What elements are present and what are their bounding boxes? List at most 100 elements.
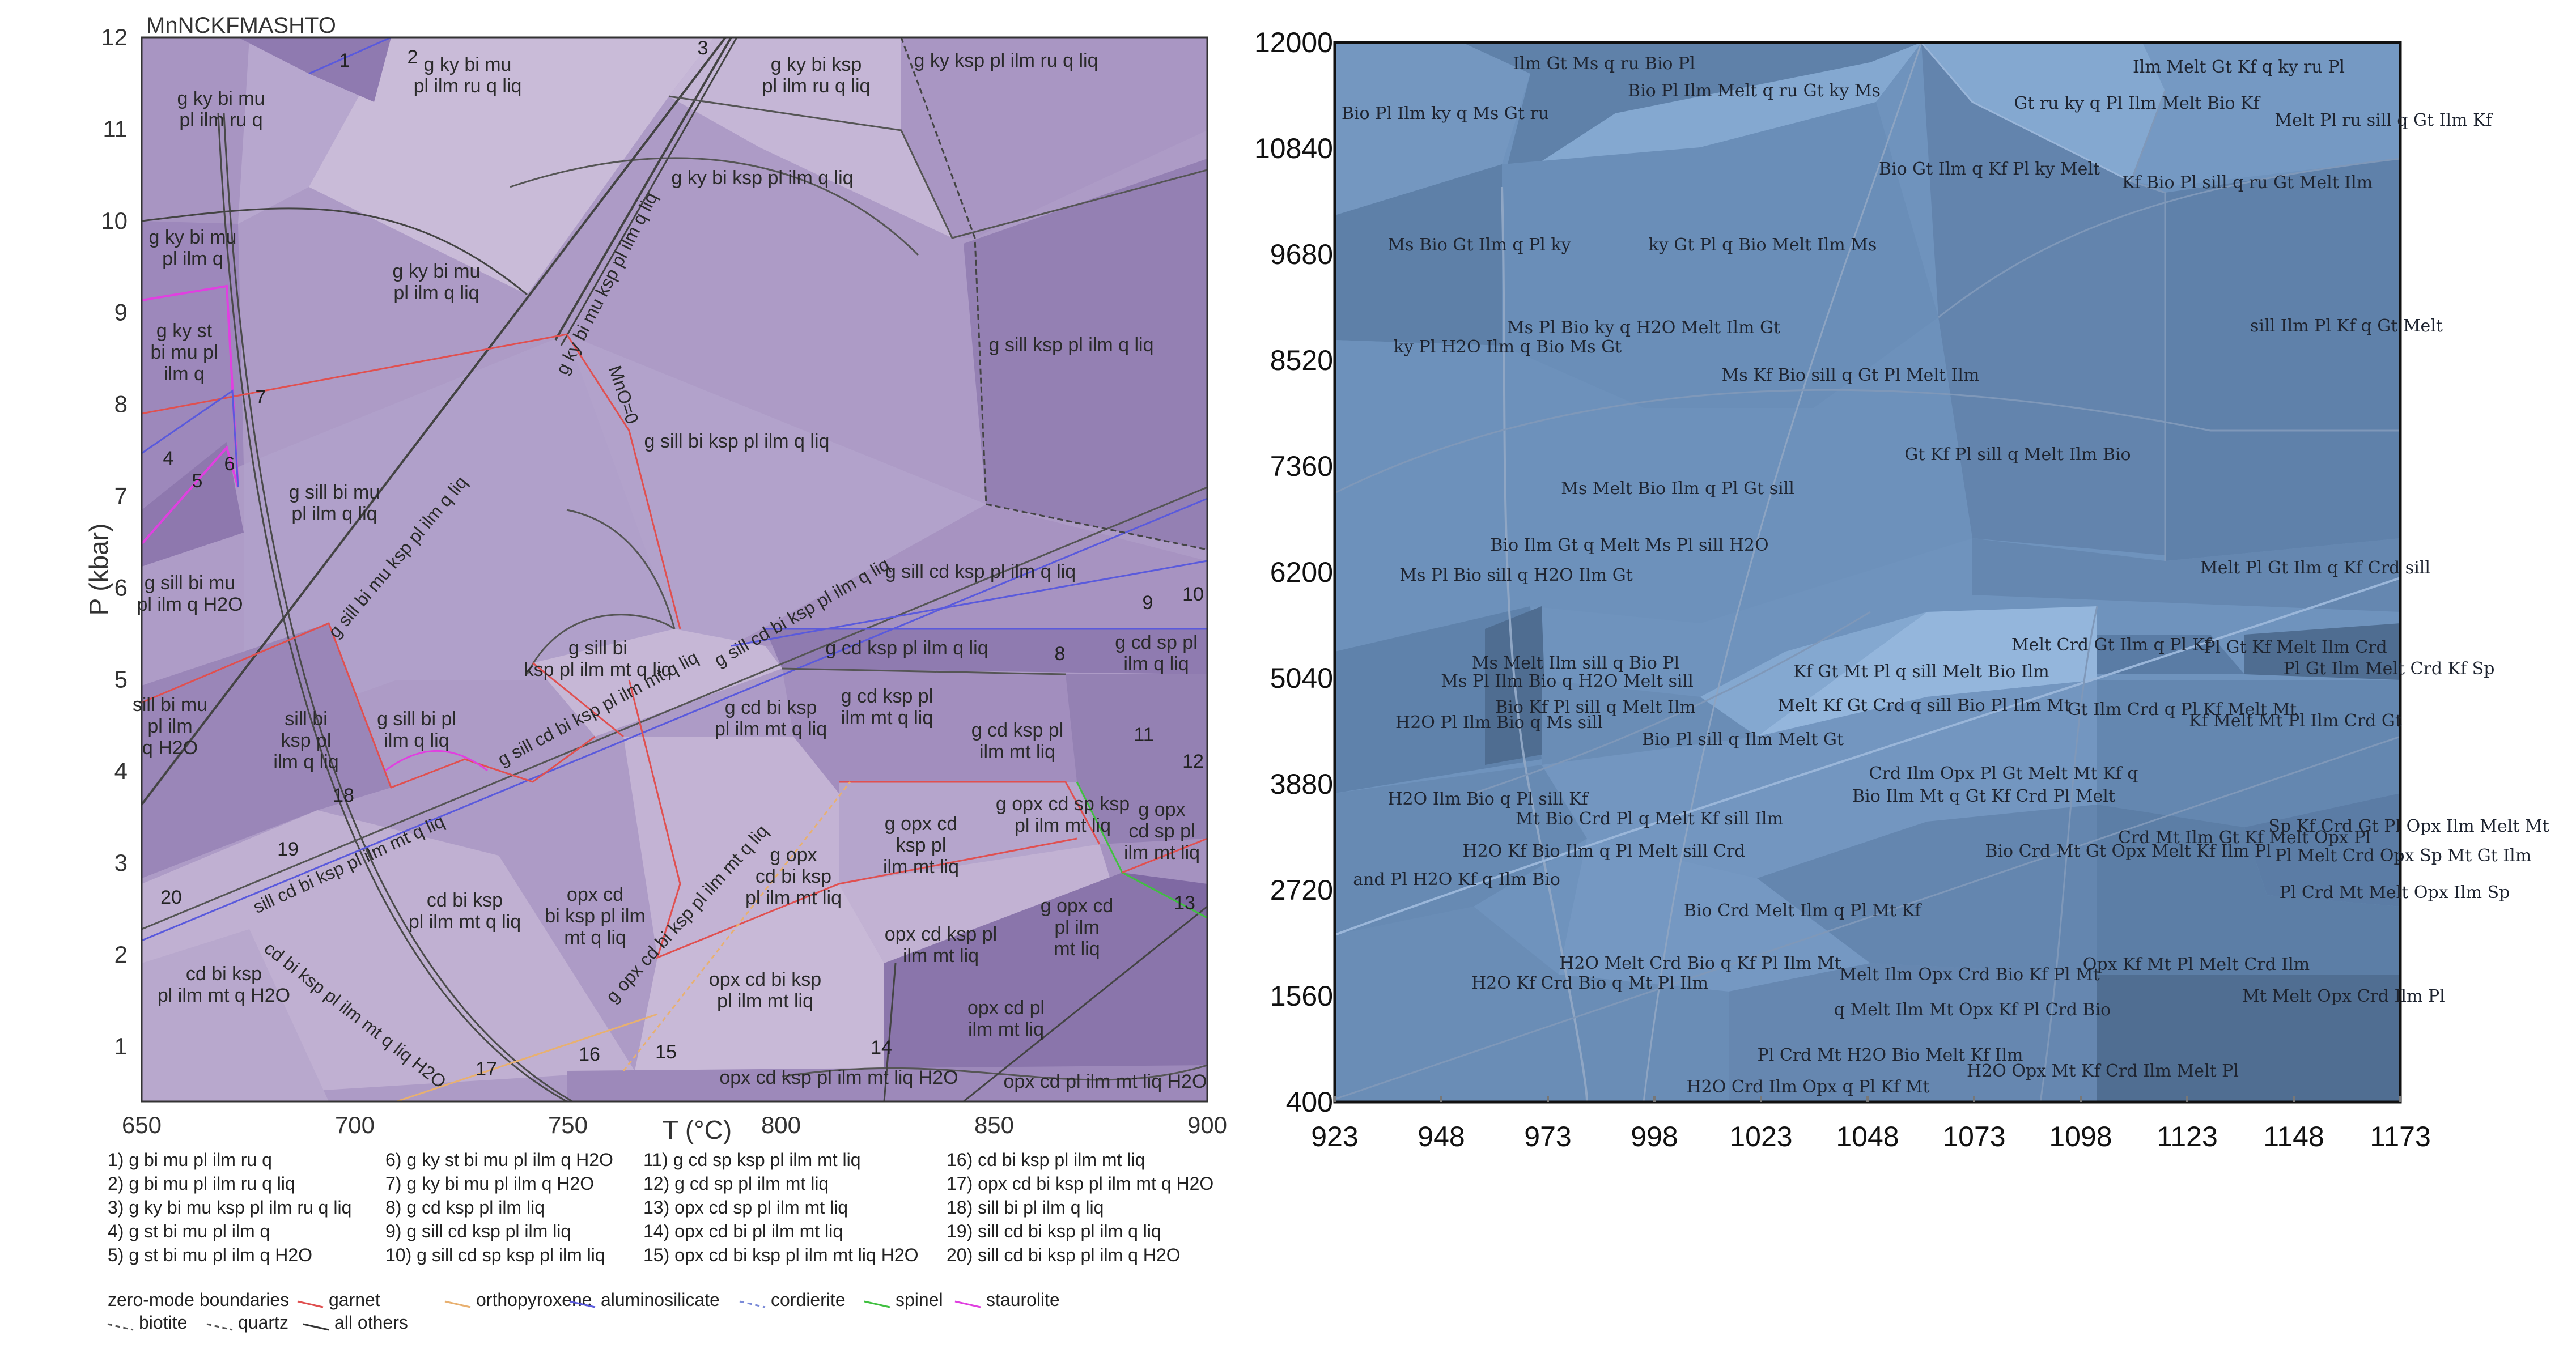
right-x-ticks: 923 948 973 998 1023 1048 1073 1098 1123 1148 1173	[1311, 1096, 2431, 1152]
rfield-label-r42: Pl Crd Mt Melt Opx Ilm Sp	[2280, 883, 2510, 903]
field-region-r	[839, 844, 1122, 963]
field-label-f28-line-0: opx cd	[567, 884, 623, 905]
rfield-label-r37: Crd Mt Ilm Gt Kf Melt Opx Pl	[2118, 828, 2371, 848]
rline-4	[1335, 577, 2400, 936]
region-number-3: 3	[698, 37, 708, 59]
region-number-6: 6	[224, 453, 235, 475]
field-label-f5-line-1: pl ilm q	[162, 248, 223, 270]
right-y-tick: 10840	[1254, 133, 1333, 164]
field-label-f15-line-1: ksp pl	[281, 730, 332, 751]
line-upper	[668, 95, 1207, 239]
opx-zero	[622, 781, 851, 1071]
field-region-11	[1066, 674, 1207, 884]
rfield-label-r27: Kf Gt Mt Pl q sill Melt Bio Ilm	[1793, 662, 2049, 682]
rline-8	[2039, 606, 2098, 1102]
rfield-8	[1335, 164, 1502, 346]
rfield-label-r5: Gt ru ky q Pl Ilm Melt Bio Kf	[2014, 93, 2260, 113]
legend-entry-3: 3) g ky bi mu ksp pl ilm ru q liq	[108, 1197, 351, 1218]
region-number-18: 18	[333, 785, 354, 806]
rfield-label-r23: Ms Melt Ilm sill q Bio Pl	[1472, 653, 1679, 673]
rfield-2	[1462, 42, 1921, 187]
field-label-f29-line-1: pl ilm mt liq	[717, 990, 813, 1012]
boundary-legend-garnet: garnet	[329, 1290, 380, 1310]
boundary-swatch-all-others	[303, 1323, 329, 1331]
rfield-label-r12: ky Pl H2O Ilm q Bio Ms Gt	[1394, 337, 1622, 357]
rfield-label-r10: ky Gt Pl q Bio Melt Ilm Ms	[1649, 235, 1877, 255]
rfield-label-r47: Melt Ilm Opx Crd Bio Kf Pl Mt	[1839, 965, 2100, 985]
field-label-f10-line-1: pl ilm q liq	[291, 503, 377, 525]
region-number-19: 19	[277, 839, 299, 860]
region-number-2: 2	[408, 46, 418, 68]
field-region-k	[142, 623, 391, 878]
right-y-tick: 5040	[1270, 662, 1333, 694]
region-number-8: 8	[1055, 643, 1066, 665]
boundary-legend-staurolite: staurolite	[986, 1290, 1060, 1310]
rline-9	[1335, 735, 2400, 1100]
rfield-11	[1972, 538, 2400, 612]
right-y-tick: 12000	[1254, 27, 1333, 58]
legend-entry-14: 14) opx cd bi pl ilm mt liq	[643, 1221, 843, 1241]
opx-line	[963, 905, 1207, 1101]
left-x-tick: 650	[122, 1112, 162, 1138]
rfield-7	[2165, 159, 2400, 561]
rfield-label-r20: Melt Crd Gt Ilm q Pl Kf	[2011, 635, 2212, 655]
boundary-swatch-garnet	[297, 1300, 324, 1308]
field-label-f30-line-0: opx cd ksp pl	[885, 924, 997, 945]
field-region-8	[765, 629, 1207, 674]
region-number-15: 15	[655, 1041, 677, 1063]
field-label-f22-line-1: ilm q liq	[1123, 653, 1189, 675]
field-label-f6-line-1: pl ilm q liq	[393, 282, 479, 304]
right-phase-diagram: 923 948 973 998 1023 1048 1073 1098 1123 1148 1173…	[1254, 27, 2549, 1152]
field-label-f2-line-0: g ky bi mu	[424, 54, 512, 75]
field-label-f25-line-1: cd sp pl	[1128, 820, 1195, 842]
right-y-ticks: 12000 10840 9680 8520 7360 6200 5040 3880 2720 15…	[1254, 27, 1333, 1118]
left-x-tick: 850	[974, 1112, 1014, 1138]
h2o-line	[782, 1064, 1207, 1081]
line-g-sill-bi-mu	[142, 37, 727, 806]
right-y-tick: 7360	[1270, 450, 1333, 482]
legend-entry-10: 10) g sill cd sp ksp pl ilm liq	[385, 1245, 605, 1265]
rfield-label-r35: Mt Bio Crd Pl q Melt Kf sill Ilm	[1516, 809, 1783, 829]
legend-entry-5: 5) g st bi mu pl ilm q H2O	[108, 1245, 312, 1265]
field-label-f4-line-0: g ky ksp pl ilm ru q liq	[914, 50, 1098, 71]
left-x-tick: 900	[1187, 1112, 1227, 1138]
rfield-label-r18: Ms Pl Bio sill q H2O Ilm Gt	[1399, 565, 1633, 585]
rfield-label-r44: H2O Melt Crd Bio q Kf Pl Ilm Mt	[1559, 954, 1841, 973]
field-label-f15-line-0: sill bi	[285, 708, 328, 730]
left-y-tick: 11	[103, 116, 128, 142]
rfield-label-r3: Bio Pl Ilm ky q Ms Gt ru	[1342, 104, 1549, 124]
field-label-f28-line-2: mt q liq	[564, 927, 626, 948]
rfield-21	[1542, 680, 2097, 878]
rfield-23	[1559, 839, 1870, 992]
legend-entry-13: 13) opx cd sp pl ilm mt liq	[643, 1197, 848, 1218]
right-x-tick: 1148	[2263, 1121, 2324, 1152]
field-label-f15-line-2: ilm q liq	[273, 751, 338, 773]
field-region-x	[567, 1065, 1207, 1101]
field-region-n	[533, 629, 782, 737]
field-label-f31-line-1: pl ilm	[1054, 917, 1099, 938]
right-fields	[1335, 42, 2400, 1102]
boundary-swatch-aluminosilicate	[569, 1300, 596, 1308]
line-8	[782, 667, 1066, 675]
rfield-label-r43: Bio Crd Melt Ilm q Pl Mt Kf	[1684, 901, 1922, 921]
field-label-f24-line-0: g opx cd sp ksp	[996, 793, 1130, 815]
rfield-label-r33: H2O Ilm Bio q Pl sill Kf	[1387, 789, 1589, 809]
rfield-17	[1757, 606, 2097, 737]
right-y-tick: 3880	[1270, 768, 1333, 800]
rfield-28	[1335, 907, 1729, 1102]
boundary-swatch-biotite	[107, 1323, 134, 1331]
right-y-tick: 1560	[1270, 980, 1333, 1012]
field-region-c	[309, 37, 714, 295]
right-x-tick: 1073	[1942, 1121, 2005, 1152]
left-y-tick: 4	[114, 758, 128, 784]
region-number-17: 17	[476, 1058, 497, 1080]
boundary-swatch-spinel	[864, 1300, 890, 1308]
field-label-f22-line-0: g cd sp pl	[1115, 632, 1198, 653]
field-label-f30-line-1: ilm mt liq	[903, 945, 979, 967]
field-label-f5-line-0: g ky bi mu	[149, 227, 237, 248]
opx-zero-2	[396, 1013, 658, 1101]
region-number-11: 11	[1134, 724, 1153, 746]
legend-entry-8: 8) g cd ksp pl ilm liq	[385, 1197, 545, 1218]
left-frame	[141, 36, 1208, 1103]
